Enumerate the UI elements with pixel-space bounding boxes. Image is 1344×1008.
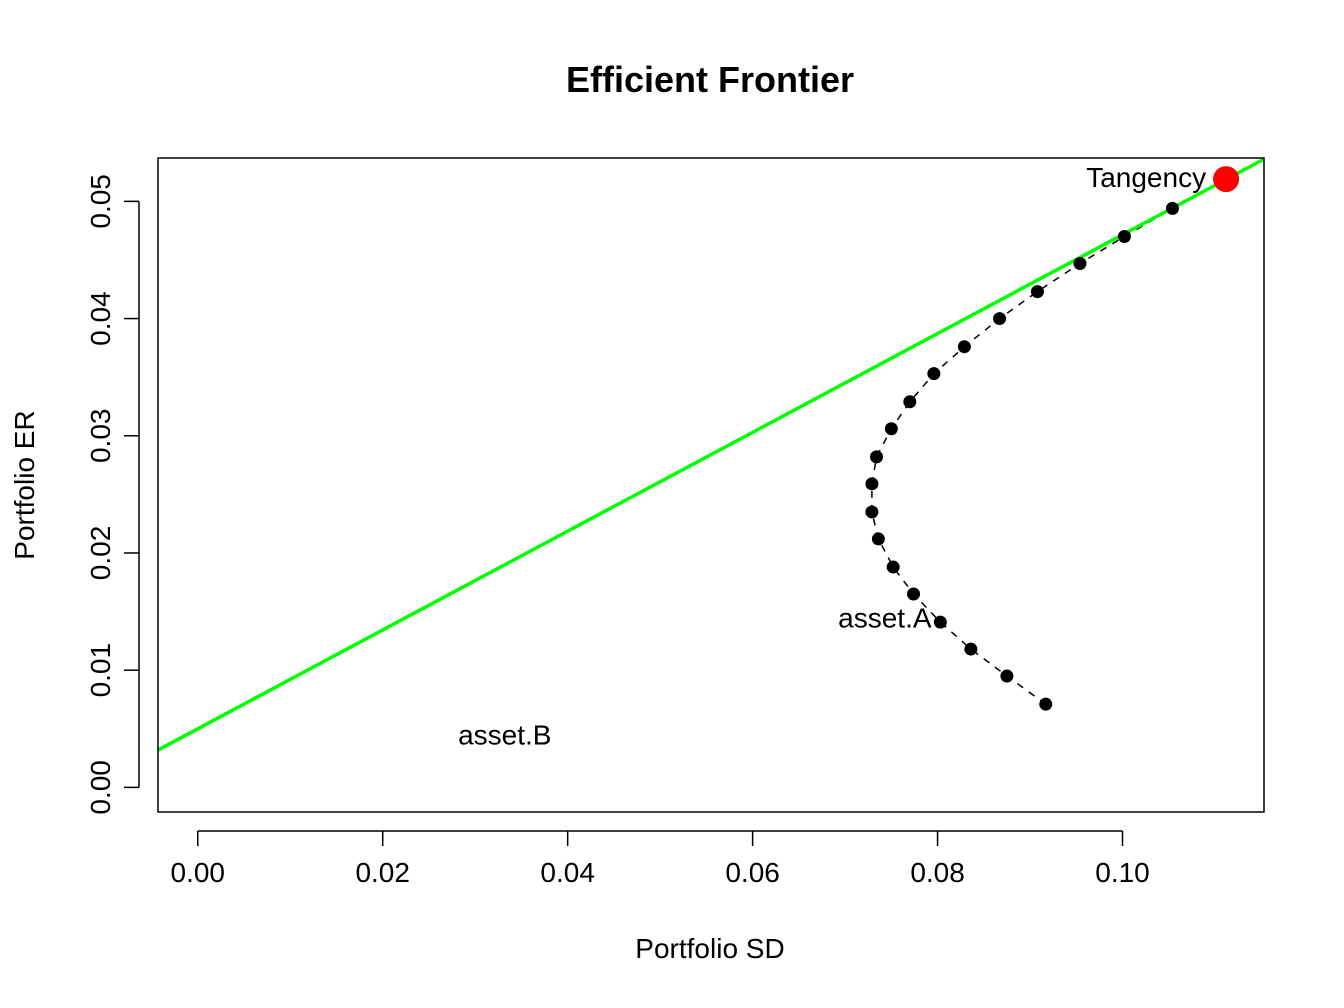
frontier-point — [1073, 256, 1087, 270]
tangency-point — [1213, 166, 1240, 193]
axes: 0.00 0.02 0.04 0.06 0.08 0.10 0.00 0.01 0.02 0.03… — [85, 157, 1265, 888]
y-tick-label: 0.02 — [85, 526, 116, 581]
frontier-point — [903, 395, 917, 409]
frontier-point — [957, 340, 971, 354]
frontier-point — [871, 532, 885, 546]
x-tick-label: 0.00 — [171, 857, 226, 888]
asset-b-label: asset.B — [458, 720, 551, 751]
tangency-label: Tangency — [1086, 162, 1206, 193]
frontier-point — [1117, 230, 1131, 244]
x-tick-label: 0.06 — [725, 857, 780, 888]
plot-area: Tangency asset.A asset.B — [158, 158, 1264, 752]
chart-title: Efficient Frontier — [566, 59, 854, 100]
frontier-point — [927, 367, 941, 381]
frontier-point — [933, 615, 947, 629]
x-tick-label: 0.10 — [1095, 857, 1150, 888]
frontier-point — [884, 422, 898, 436]
frontier-point — [1000, 669, 1014, 683]
x-axis-title: Portfolio SD — [635, 933, 784, 964]
x-tick-label: 0.08 — [910, 857, 965, 888]
x-tick-label: 0.04 — [540, 857, 595, 888]
y-tick-label: 0.00 — [85, 760, 116, 815]
y-tick-label: 0.03 — [85, 409, 116, 464]
frontier-point — [865, 477, 879, 491]
x-tick-label: 0.02 — [355, 857, 410, 888]
y-axis-title: Portfolio ER — [9, 410, 40, 559]
plot-border — [157, 157, 1265, 813]
y-tick-label: 0.05 — [85, 174, 116, 229]
frontier-point — [1030, 285, 1044, 299]
y-tick-label: 0.04 — [85, 291, 116, 346]
frontier-point — [886, 560, 900, 574]
frontier-point — [1165, 201, 1179, 215]
y-tick-label: 0.01 — [85, 643, 116, 698]
frontier-point — [907, 587, 921, 601]
frontier-point — [865, 505, 879, 519]
frontier-point — [964, 642, 978, 656]
frontier-point — [1039, 697, 1053, 711]
frontier-point — [870, 450, 884, 464]
frontier-point — [993, 312, 1007, 326]
asset-a-label: asset.A — [838, 602, 932, 633]
tangency-line — [158, 158, 1264, 752]
